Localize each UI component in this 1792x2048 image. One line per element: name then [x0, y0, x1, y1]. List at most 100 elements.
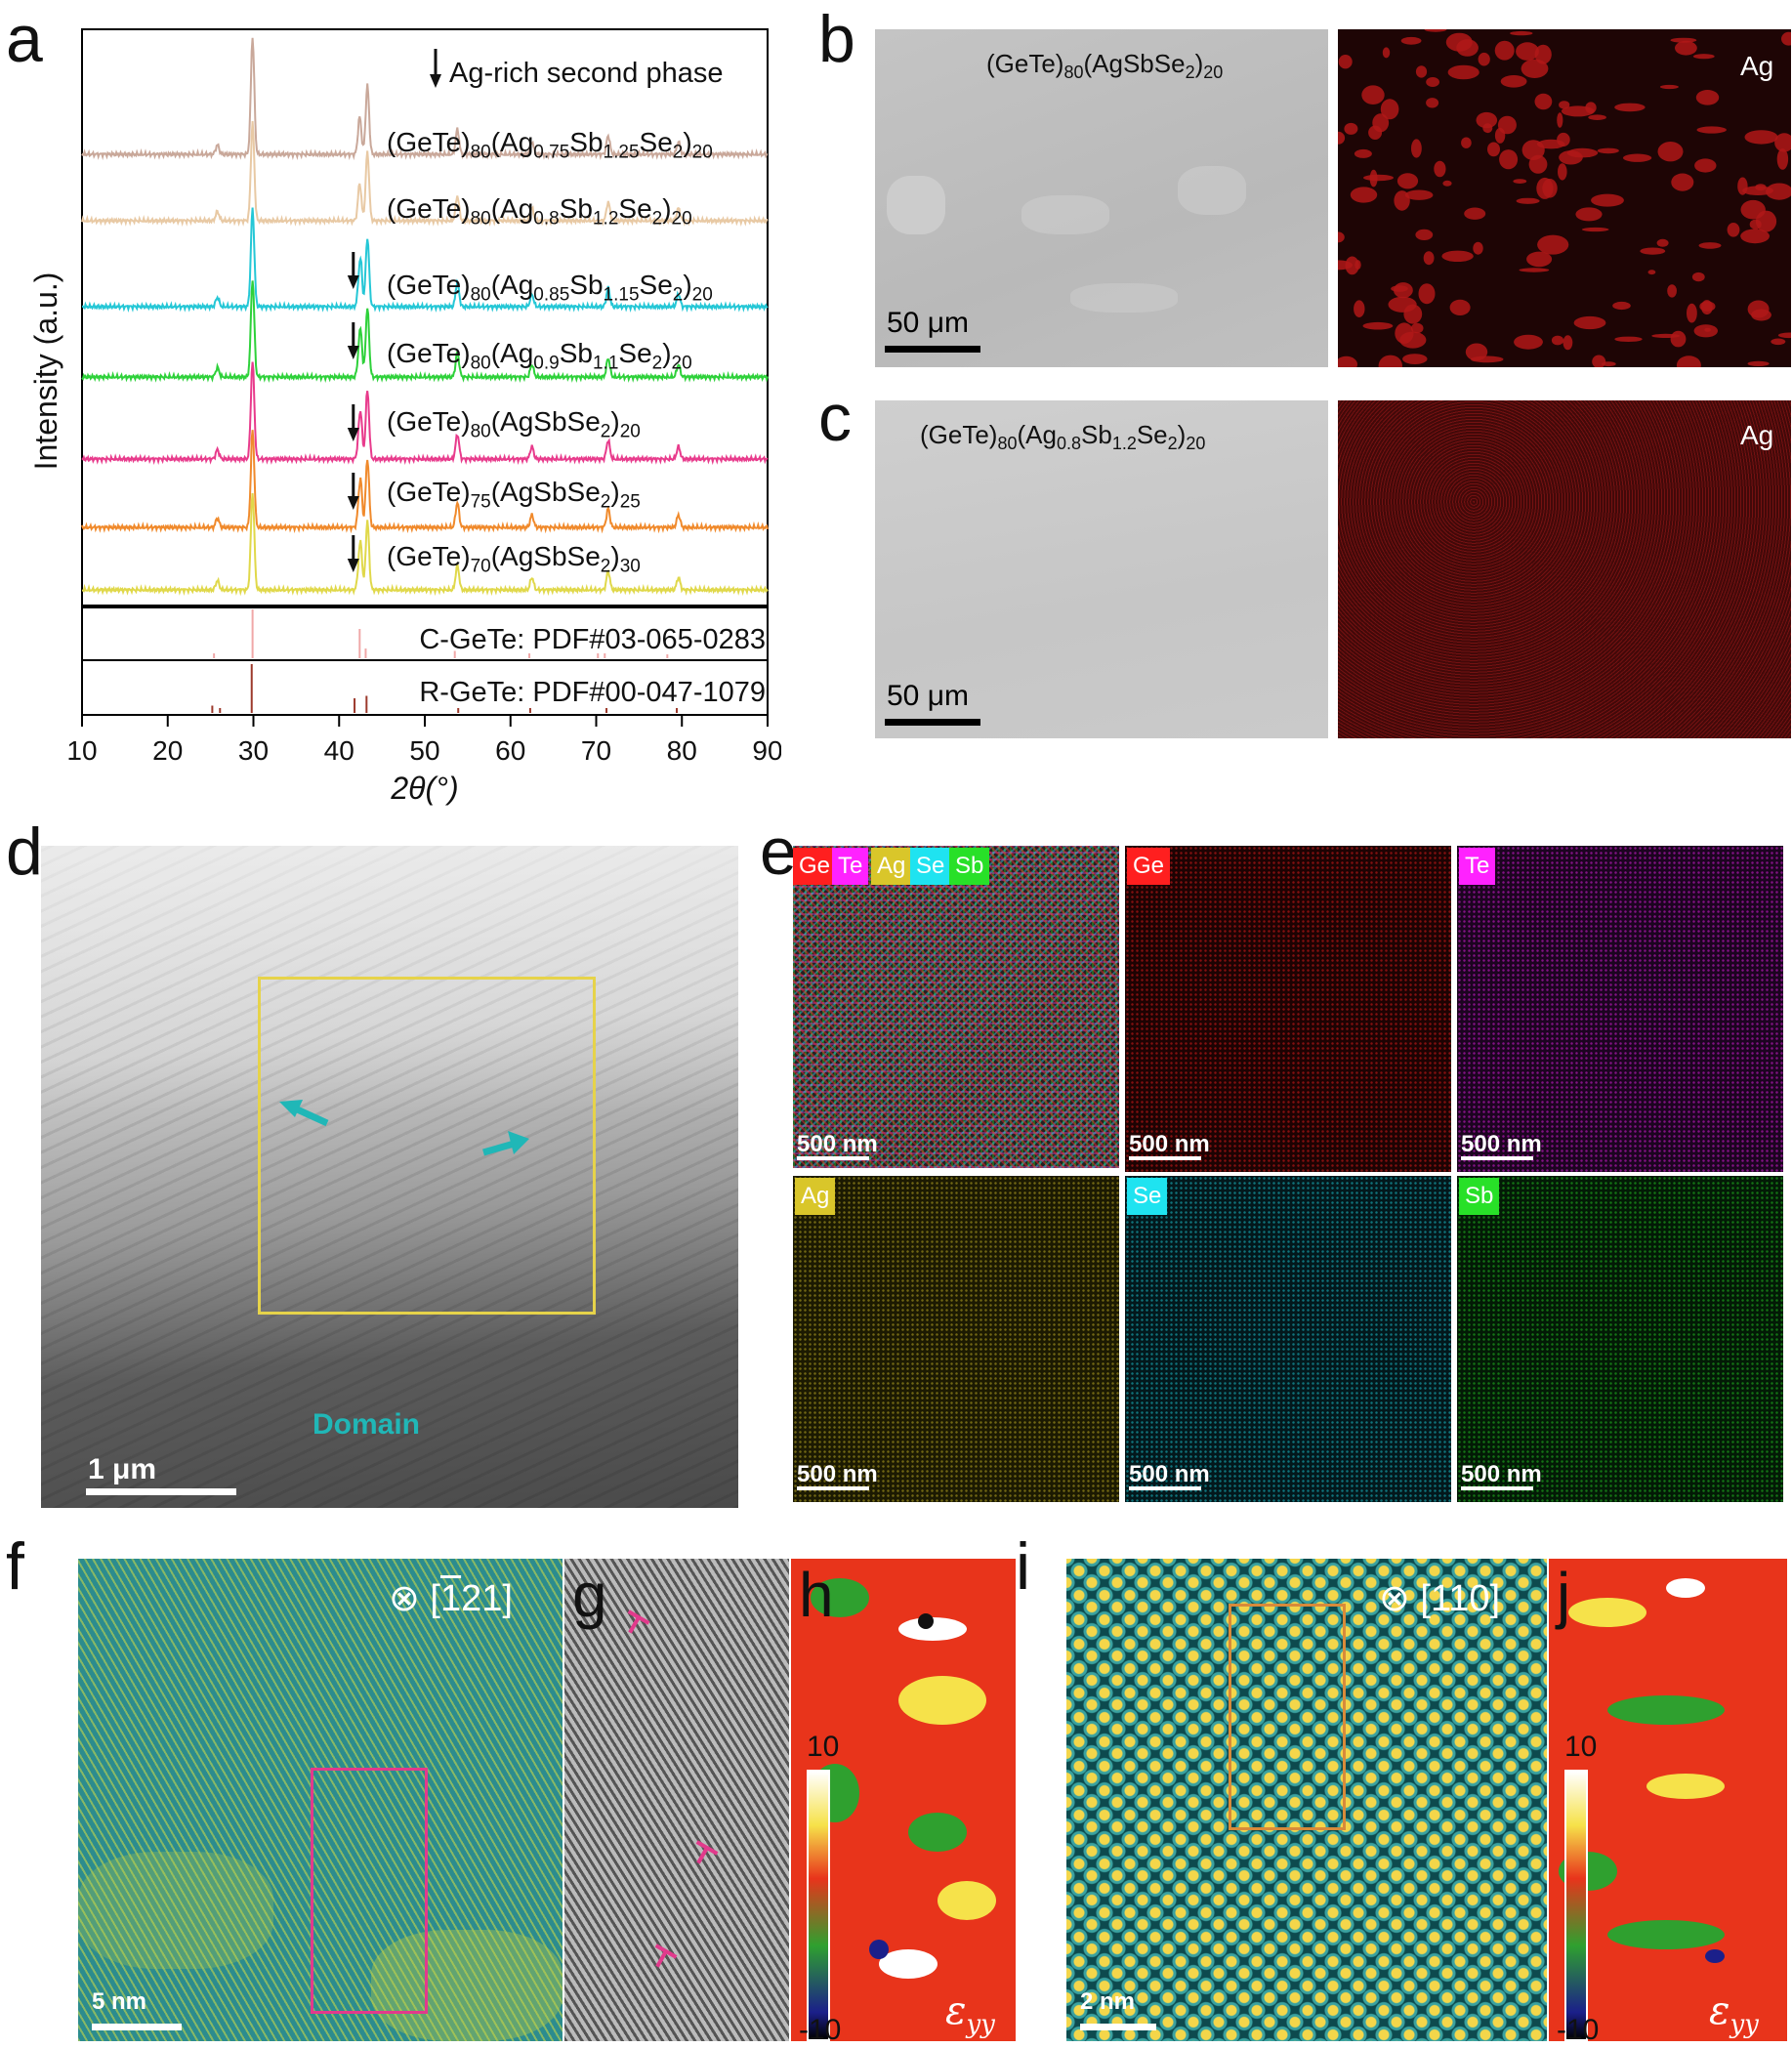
scalebar-i-label: 2 nm — [1080, 1988, 1136, 2015]
ag-rich-region — [1561, 105, 1595, 117]
ag-rich-region — [1691, 272, 1705, 282]
ag-map-b — [1338, 29, 1791, 367]
ag-rich-region — [1559, 150, 1583, 165]
ag-rich-region — [1510, 30, 1533, 36]
ag-rich-region — [1476, 111, 1498, 129]
ag-rich-region — [1465, 343, 1488, 361]
eds-map-tag-sb: Sb — [1459, 1178, 1500, 1215]
ag-rich-region — [1537, 234, 1569, 255]
zone-axis-symbol-icon: ⊗ — [389, 1578, 420, 1619]
eds-map-se — [1125, 1176, 1451, 1502]
xrd-reference-sticks — [211, 609, 678, 713]
colorbar-h-min: -10 — [799, 2014, 842, 2046]
scalebar-d — [86, 1488, 236, 1495]
ag-rich-region — [1344, 122, 1358, 135]
ag-rich-region — [1777, 332, 1791, 339]
ag-rich-region — [1557, 132, 1570, 147]
eds-map-tag-ge: Ge — [1127, 848, 1171, 885]
scalebar-b-label: 50 μm — [887, 307, 969, 339]
x-tick-label: 60 — [495, 735, 525, 766]
ag-rich-region — [1588, 114, 1606, 120]
ag-rich-region — [1551, 335, 1564, 346]
xrd-chart: 10 20 30 40 50 60 70 80 90 Ag-rich second phase … — [28, 28, 781, 806]
panel-label-c: c — [818, 381, 852, 455]
xrd-series-line — [81, 430, 769, 534]
zone-axis-symbol-i-icon: ⊗ — [1379, 1578, 1410, 1619]
ag-rich-region — [1698, 242, 1722, 249]
second-phase-arrow-head — [347, 496, 359, 510]
panel-label-d: d — [6, 815, 43, 889]
ag-rich-region — [1362, 321, 1394, 330]
ag-rich-region — [1597, 147, 1619, 154]
ag-rich-region — [1415, 229, 1434, 240]
scalebar-eds-map-label: 500 nm — [1129, 1461, 1210, 1487]
xrd-x-ticks: 10 20 30 40 50 60 70 80 90 — [66, 715, 781, 766]
scalebar-b — [885, 346, 980, 353]
zone-axis-i: ⊗ [110] — [1379, 1578, 1501, 1619]
ifft-image-g — [564, 1559, 789, 2041]
xrd-traces — [81, 37, 769, 597]
strain-label-j: εyy — [1709, 1988, 1759, 2039]
scalebar-eds-map-label: 500 nm — [797, 1461, 878, 1487]
ag-rich-region — [1614, 103, 1646, 112]
strain-map-j — [1549, 1559, 1787, 2041]
ag-rich-region — [1656, 238, 1669, 247]
panel-label-e: e — [760, 815, 797, 889]
ag-rich-region — [1776, 148, 1789, 170]
ag-rich-region — [1521, 140, 1545, 160]
ag-rich-region — [1657, 142, 1684, 162]
ag-rich-region — [1473, 241, 1483, 255]
ag-rich-region — [1345, 256, 1359, 275]
ag-rich-region — [1369, 169, 1378, 188]
ag-rich-region — [1354, 148, 1372, 158]
scalebar-eds-map — [797, 1486, 869, 1490]
ag-map-c — [1338, 400, 1791, 738]
ag-rich-region — [1591, 193, 1624, 207]
eds-map-tag-te: Te — [1459, 848, 1496, 885]
ag-rich-region — [1423, 251, 1435, 266]
panel-label-g: g — [572, 1560, 607, 1630]
ag-rich-region — [1380, 99, 1399, 120]
ag-rich-region — [1500, 75, 1527, 88]
ag-map-c-label: Ag — [1740, 420, 1774, 450]
ag-rich-region — [1623, 153, 1652, 162]
xrd-top-frame — [81, 28, 769, 608]
ag-rich-region — [1676, 355, 1701, 367]
ag-rich-region — [1670, 330, 1687, 348]
ag-rich-region — [1388, 296, 1417, 313]
ag-rich-region — [1601, 361, 1616, 367]
second-phase-arrow-head — [347, 346, 359, 359]
xrd-xlabel: 2θ(°) — [390, 771, 458, 806]
ag-rich-region — [1338, 231, 1345, 243]
ref1-label: C-GeTe: PDF#03-065-0283 — [419, 624, 766, 655]
ag-rich-region — [1727, 223, 1740, 237]
xrd-sample-label: (GeTe)80(Ag0.9Sb1.1Se2)20 — [387, 338, 692, 374]
ag-rich-region — [1402, 354, 1428, 364]
ag-rich-region — [1514, 334, 1543, 350]
ag-rich-region — [1534, 93, 1553, 110]
x-tick-label: 10 — [66, 735, 97, 766]
eds-composite — [793, 846, 1119, 1168]
ag-rich-region — [1461, 137, 1472, 148]
xrd-sample-label: (GeTe)80(Ag0.75Sb1.25Se2)20 — [387, 127, 713, 163]
ag-rich-region — [1670, 37, 1697, 43]
ag-rich-region — [1675, 40, 1697, 56]
ag-rich-region — [1400, 36, 1422, 45]
xrd-sample-label: (GeTe)70(AgSbSe2)30 — [387, 541, 641, 577]
zone-axis-f: ⊗ [121] — [389, 1578, 513, 1619]
scalebar-f-label: 5 nm — [92, 1988, 147, 2015]
ag-second-phase-legend-icon — [430, 49, 441, 88]
ag-rich-region — [1399, 331, 1427, 349]
ag-rich-region — [1575, 207, 1603, 222]
scalebar-eds-map — [1129, 1156, 1201, 1160]
ag-rich-region — [1464, 207, 1486, 220]
ag-rich-region — [1573, 315, 1606, 330]
ag-rich-region — [1667, 284, 1677, 298]
ag-rich-region — [1396, 173, 1419, 189]
second-phase-arrow-head — [347, 275, 359, 289]
ag-rich-region — [1755, 184, 1767, 191]
ag-rich-region — [1557, 112, 1563, 128]
ag-rich-region — [1404, 189, 1434, 200]
xrd-sample-label: (GeTe)80(AgSbSe2)20 — [387, 406, 641, 442]
ag-rich-region — [1441, 250, 1474, 262]
